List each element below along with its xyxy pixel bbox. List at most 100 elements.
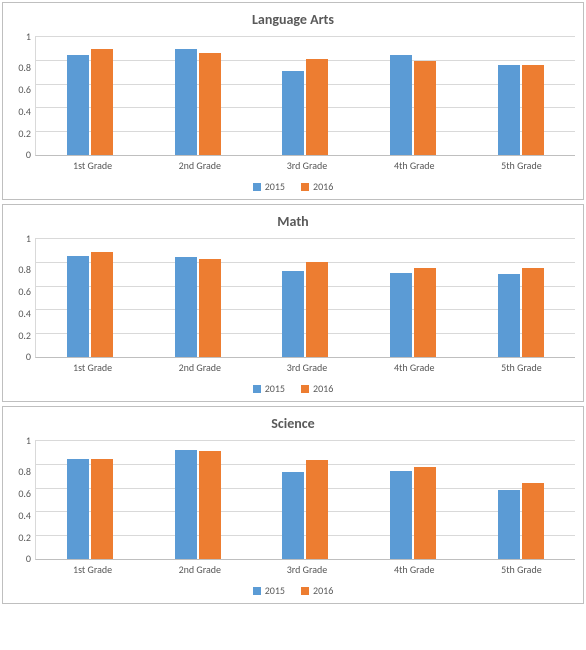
legend-item-2016: 2016 — [301, 584, 333, 597]
legend-item-2015: 2015 — [253, 584, 285, 597]
bar-2015 — [390, 55, 412, 155]
bar-2016 — [414, 61, 436, 155]
bar-2016 — [306, 460, 328, 559]
y-tick-label: 0.2 — [18, 331, 31, 341]
y-axis: 10.80.60.40.20 — [11, 440, 35, 560]
chart-title: Science — [11, 415, 575, 432]
bar-2015 — [498, 274, 520, 357]
y-axis: 10.80.60.40.20 — [11, 36, 35, 156]
legend-swatch-icon — [253, 587, 261, 595]
legend-label: 2016 — [313, 382, 333, 395]
bar-2015 — [390, 273, 412, 357]
bar-2016 — [414, 467, 436, 559]
y-tick-label: 0 — [26, 150, 31, 160]
y-tick-label: 0 — [26, 352, 31, 362]
x-tick-label: 2nd Grade — [146, 361, 253, 374]
bar-2015 — [67, 256, 89, 357]
y-tick-label: 0.4 — [18, 309, 31, 319]
y-tick-label: 0.8 — [18, 467, 31, 477]
bar-2015 — [67, 459, 89, 559]
y-tick-label: 0.4 — [18, 511, 31, 521]
bar-group — [144, 36, 252, 155]
bar-2015 — [175, 450, 197, 559]
x-tick-label: 5th Grade — [468, 361, 575, 374]
legend-swatch-icon — [253, 385, 261, 393]
plot-area — [35, 238, 575, 358]
bar-2016 — [522, 483, 544, 559]
y-tick-label: 0.2 — [18, 129, 31, 139]
bar-2015 — [282, 71, 304, 155]
legend-label: 2015 — [265, 584, 285, 597]
y-tick-label: 1 — [26, 436, 31, 446]
chart-title: Math — [11, 213, 575, 230]
bar-2016 — [199, 259, 221, 357]
legend-item-2016: 2016 — [301, 180, 333, 193]
bar-2016 — [91, 49, 113, 155]
y-tick-label: 0 — [26, 554, 31, 564]
legend-label: 2015 — [265, 382, 285, 395]
bar-group — [144, 440, 252, 559]
bar-group — [252, 36, 360, 155]
bar-2016 — [306, 262, 328, 357]
y-tick-label: 1 — [26, 234, 31, 244]
bar-group — [359, 440, 467, 559]
bars-row — [36, 36, 575, 155]
y-axis: 10.80.60.40.20 — [11, 238, 35, 358]
legend-label: 2016 — [313, 584, 333, 597]
chart-title: Language Arts — [11, 11, 575, 28]
legend-item-2015: 2015 — [253, 382, 285, 395]
legend: 2015 2016 — [11, 584, 575, 597]
bar-2016 — [522, 268, 544, 357]
legend-item-2015: 2015 — [253, 180, 285, 193]
x-tick-label: 3rd Grade — [253, 563, 360, 576]
bar-group — [467, 36, 575, 155]
x-tick-label: 4th Grade — [361, 361, 468, 374]
bar-group — [36, 440, 144, 559]
bar-2015 — [175, 257, 197, 357]
bar-2015 — [282, 271, 304, 357]
x-tick-label: 5th Grade — [468, 159, 575, 172]
legend-swatch-icon — [301, 385, 309, 393]
x-axis-labels: 1st Grade2nd Grade3rd Grade4th Grade5th … — [39, 563, 575, 576]
x-tick-label: 3rd Grade — [253, 361, 360, 374]
x-tick-label: 1st Grade — [39, 361, 146, 374]
y-tick-label: 0.4 — [18, 107, 31, 117]
bar-group — [359, 238, 467, 357]
x-tick-label: 4th Grade — [361, 563, 468, 576]
bar-2016 — [199, 451, 221, 559]
legend-swatch-icon — [301, 183, 309, 191]
x-tick-label: 2nd Grade — [146, 563, 253, 576]
bar-2015 — [175, 49, 197, 155]
x-axis-labels: 1st Grade2nd Grade3rd Grade4th Grade5th … — [39, 361, 575, 374]
plot-wrap: 10.80.60.40.20 — [11, 238, 575, 358]
bar-group — [467, 238, 575, 357]
bar-2016 — [306, 59, 328, 155]
bar-2015 — [498, 65, 520, 155]
plot-wrap: 10.80.60.40.20 — [11, 440, 575, 560]
bar-2015 — [282, 472, 304, 559]
bar-group — [252, 440, 360, 559]
bar-2016 — [199, 53, 221, 155]
x-tick-label: 1st Grade — [39, 563, 146, 576]
bar-group — [36, 36, 144, 155]
x-tick-label: 4th Grade — [361, 159, 468, 172]
bar-group — [36, 238, 144, 357]
x-tick-label: 5th Grade — [468, 563, 575, 576]
bar-group — [144, 238, 252, 357]
bar-group — [359, 36, 467, 155]
bars-row — [36, 238, 575, 357]
legend: 2015 2016 — [11, 382, 575, 395]
x-axis-labels: 1st Grade2nd Grade3rd Grade4th Grade5th … — [39, 159, 575, 172]
x-tick-label: 2nd Grade — [146, 159, 253, 172]
bar-2016 — [91, 252, 113, 357]
bar-group — [252, 238, 360, 357]
y-tick-label: 0.6 — [18, 489, 31, 499]
chart-panel: Math10.80.60.40.201st Grade2nd Grade3rd … — [2, 204, 584, 402]
chart-panel: Language Arts10.80.60.40.201st Grade2nd … — [2, 2, 584, 200]
bar-2016 — [414, 268, 436, 357]
y-tick-label: 0.8 — [18, 63, 31, 73]
plot-area — [35, 36, 575, 156]
chart-panel: Science10.80.60.40.201st Grade2nd Grade3… — [2, 406, 584, 604]
legend-swatch-icon — [253, 183, 261, 191]
legend-label: 2016 — [313, 180, 333, 193]
